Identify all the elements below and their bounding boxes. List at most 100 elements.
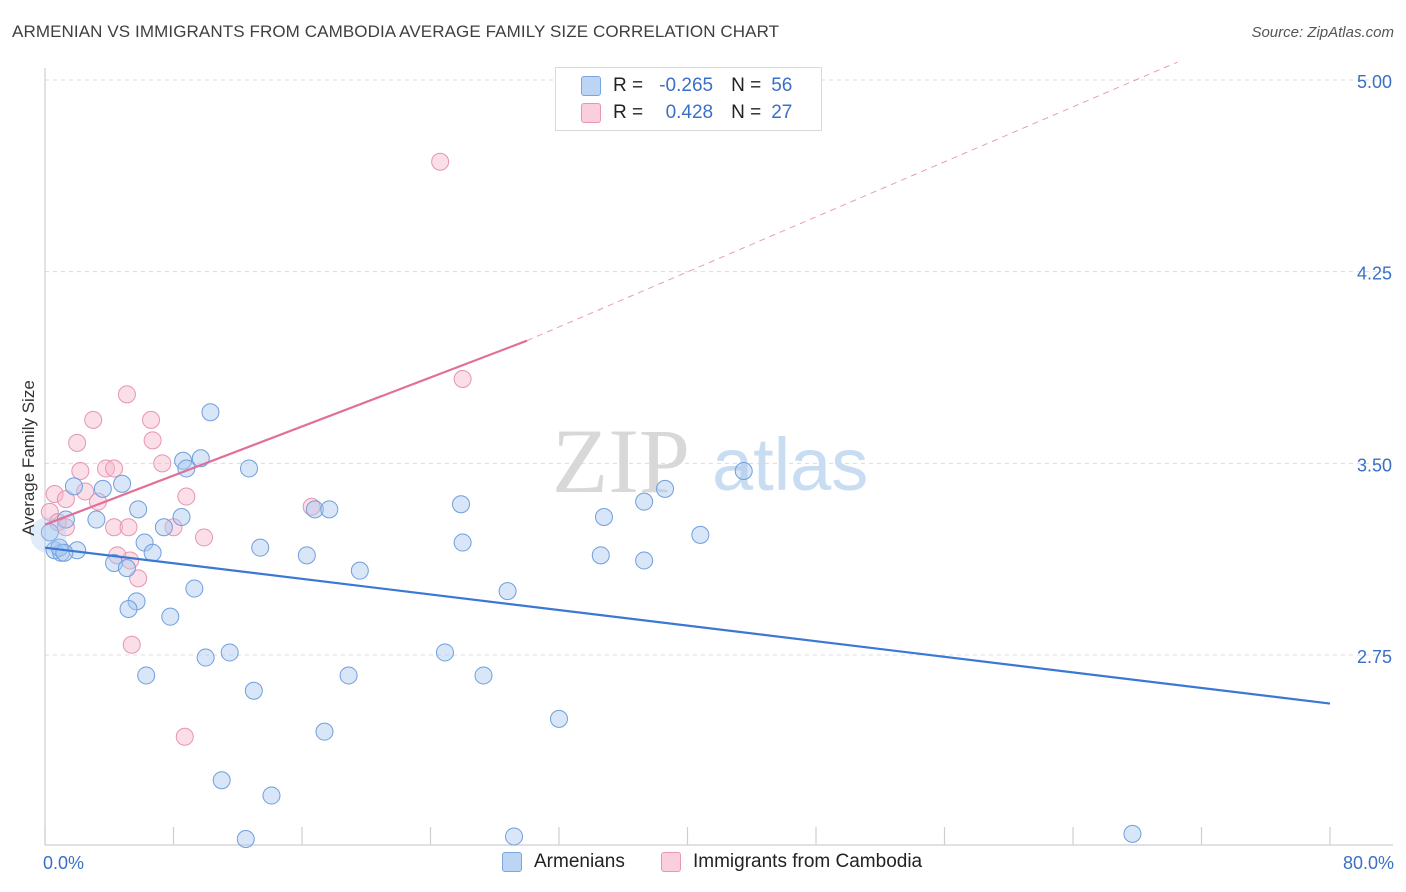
cambodia-point [142,410,161,429]
cambodia-point [105,518,124,537]
armenians-point [129,500,148,519]
armenians-point [315,722,334,741]
cambodia-trend-line [44,339,528,526]
trend-lines [44,61,1331,705]
cambodia-swatch [581,103,601,123]
x-tick-label: 80.0% [1343,853,1394,873]
armenians-trend-line [44,546,1331,705]
armenians-point [320,500,339,519]
armenians-point [594,508,613,526]
armenians-point [691,525,710,544]
armenians-point [185,579,204,598]
armenians-point [201,403,220,422]
armenians-point [93,479,112,498]
armenians-point [161,607,180,626]
legend-item-armenians: Armenians [502,851,625,873]
cambodia-point [68,433,87,452]
cambodia-point [122,635,141,654]
series-legend: Armenians Immigrants from Cambodia [0,851,1406,877]
cambodia-legend-swatch [661,852,681,872]
correlation-legend: R = -0.265 N = 56 R = 0.428 N = 27 [555,67,822,131]
legend-r-label: R = [613,102,644,123]
legend-n-value: 27 [771,102,793,123]
armenians-point [119,600,138,618]
cambodia-point [117,385,136,404]
axes [44,68,1393,846]
armenians-point [453,533,472,552]
armenians-point [498,582,517,601]
armenians-point [635,492,654,511]
armenians-point [734,462,753,480]
armenians-point [212,771,231,790]
armenians-cluster [30,516,67,553]
armenians-point [137,666,156,685]
armenians-point [172,508,191,526]
y-axis-title: Average Family Size [19,380,38,536]
y-tick-label: 4.25 [1357,264,1392,284]
cambodia-point [195,528,214,547]
y-tick-label: 5.00 [1357,72,1392,92]
y-tick-label: 2.75 [1357,647,1392,667]
cambodia-point [143,431,162,450]
armenians-point [305,500,324,519]
armenians-point [339,666,358,685]
armenians-point [474,666,493,685]
cambodia-point [453,370,472,388]
armenians-point [236,830,255,848]
watermark: ZIP atlas [552,410,868,512]
cambodia-point [56,490,75,509]
armenians-point [244,681,263,700]
cambodia-point [302,497,321,516]
legend-r-label: R = [613,75,644,96]
cambodia-point [105,459,124,478]
armenians-legend-label: Armenians [534,851,625,872]
armenians-point [505,827,524,846]
armenians-point [117,559,136,578]
cambodia-point [119,518,138,537]
armenians-point [87,510,106,529]
armenians-point [113,474,132,493]
chart-title: ARMENIAN VS IMMIGRANTS FROM CAMBODIA AVE… [12,22,780,41]
armenians-swatch [581,76,601,96]
legend-n-value: 56 [771,75,793,96]
cambodia-point [56,518,75,537]
armenians-point [550,709,568,728]
cambodia-point [76,482,95,501]
legend-n-label: N = [731,75,762,96]
cambodia-point [175,727,194,746]
y-tick-label: 3.50 [1357,455,1392,475]
cambodia-point [177,487,196,506]
cambodia-point [71,462,90,480]
legend-item-cambodia: Immigrants from Cambodia [661,851,922,873]
armenians-point [1123,824,1142,843]
watermark-zip: ZIP [552,410,690,512]
armenians-point [251,538,270,557]
armenians-point [154,518,173,537]
legend-n-label: N = [731,102,762,123]
armenians-legend-swatch [502,852,522,872]
cambodia-trend-extension [526,61,1178,342]
armenians-point [435,643,454,662]
legend-row-cambodia: R = 0.428 N = 27 [581,100,792,126]
armenians-point [656,479,675,498]
legend-r-value: 0.428 [665,102,714,123]
armenians-point [262,786,281,805]
x-tick-label: 0.0% [43,853,84,873]
armenians-point [239,459,258,478]
armenians-point [350,561,369,580]
legend-r-value: -0.265 [659,75,714,96]
armenians-point [297,546,316,565]
grid-lines [45,79,1390,656]
cambodia-point [84,410,103,429]
armenians-point [591,546,610,565]
armenians-point [196,648,215,667]
cambodia-legend-label: Immigrants from Cambodia [693,851,923,872]
legend-row-armenians: R = -0.265 N = 56 [581,73,792,99]
armenians-point [452,495,471,514]
armenians-point [64,477,83,496]
tick-labels: 2.75 3.50 4.25 5.00 0.0% 80.0% [43,72,1394,873]
armenians-point [635,551,654,570]
cambodia-point [129,569,148,588]
cambodia-point [431,152,450,171]
